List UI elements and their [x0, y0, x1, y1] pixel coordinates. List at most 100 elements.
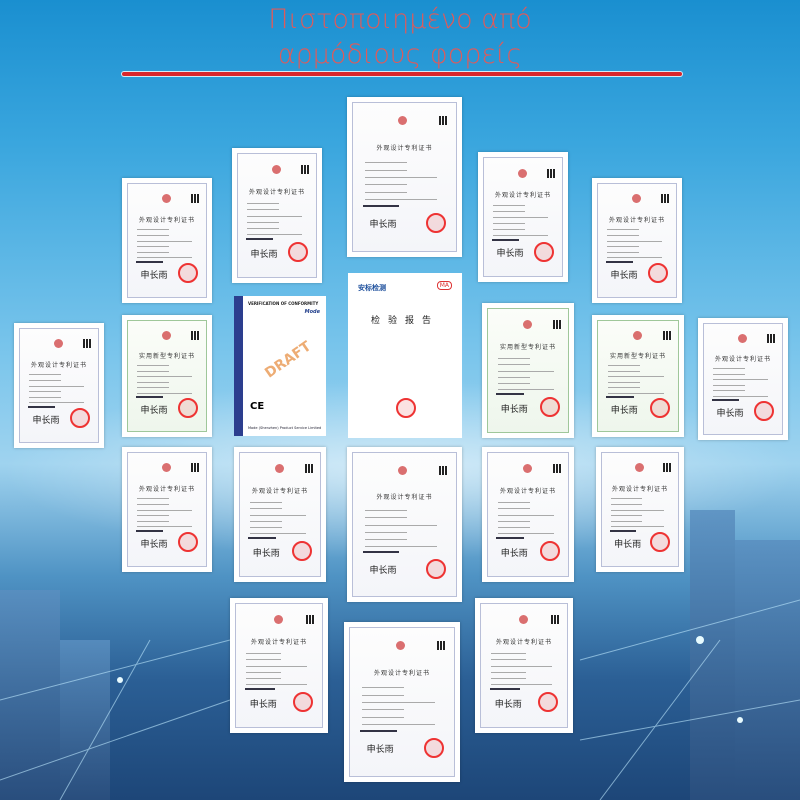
text-line	[493, 205, 525, 207]
qr-code-icon	[306, 615, 316, 625]
text-line	[713, 384, 745, 386]
patent-office-logo-icon	[162, 194, 172, 204]
certificate-title: 外观设计专利证书	[251, 488, 308, 496]
barcode	[711, 399, 740, 401]
text-line	[137, 376, 192, 377]
signature: 申长雨	[32, 416, 60, 427]
barcode	[605, 261, 634, 264]
text-line	[362, 687, 405, 689]
certificate-title: 实用新型专利证书	[138, 352, 195, 360]
certificate-frame: 外观设计专利证书 申长雨	[483, 157, 563, 277]
text-line	[137, 515, 169, 517]
lab-logo: 安标检测	[358, 284, 386, 292]
patent-office-logo-icon	[162, 330, 172, 340]
design-patent-certificate: 外观设计专利证书 申长雨	[234, 447, 326, 582]
qr-code-icon	[546, 168, 556, 178]
design-patent-certificate: 外观设计专利证书 申长雨	[478, 152, 568, 282]
red-seal-icon	[540, 397, 560, 418]
certificate-frame: 外观设计专利证书 申长雨	[601, 452, 679, 567]
text-line	[607, 257, 662, 259]
red-seal-icon	[396, 398, 417, 418]
text-line	[497, 502, 530, 504]
certificate-frame: 实用新型专利证书 申长雨	[597, 320, 679, 432]
barcode	[135, 261, 164, 264]
text-line	[247, 209, 279, 211]
text-line	[491, 659, 526, 661]
signature: 申长雨	[252, 548, 280, 559]
text-line	[491, 653, 526, 655]
text-line	[246, 665, 307, 667]
certificate-title: 外观设计专利证书	[608, 216, 665, 224]
qr-code-icon	[438, 465, 448, 475]
text-line	[249, 514, 306, 516]
text-line	[607, 234, 639, 236]
certificate-frame: 外观设计专利证书 申长雨	[237, 153, 317, 278]
patent-office-logo-icon	[273, 615, 283, 625]
text-line	[491, 671, 526, 673]
text-line	[137, 251, 169, 253]
patent-office-logo-icon	[395, 641, 405, 651]
text-line	[611, 498, 642, 500]
certificate-frame: 外观设计专利证书 申长雨	[235, 603, 323, 728]
utility-patent-certificate: 实用新型专利证书 申长雨	[482, 303, 574, 438]
design-patent-certificate: 外观设计专利证书 申长雨	[14, 323, 104, 448]
red-seal-icon	[288, 242, 309, 263]
barcode	[27, 406, 56, 409]
barcode	[360, 729, 397, 732]
text-line	[137, 498, 169, 500]
page-title: Πιστοποιημένο από αρμόδιους φορείς	[0, 2, 800, 72]
barcode	[496, 537, 524, 540]
text-line	[607, 392, 664, 394]
qr-code-icon	[304, 464, 314, 474]
text-line	[137, 370, 169, 372]
red-seal-icon	[178, 532, 199, 553]
barcode	[606, 396, 634, 398]
text-line	[137, 387, 169, 388]
patent-office-logo-icon	[738, 333, 748, 343]
text-line	[362, 709, 405, 711]
certificate-title: 外观设计专利证书	[248, 189, 305, 197]
signature: 申长雨	[140, 405, 168, 416]
certificate-title: 外观设计专利证书	[714, 355, 771, 363]
text-line	[497, 376, 530, 378]
patent-office-logo-icon	[398, 465, 408, 475]
draft-watermark: DRAFT	[262, 338, 315, 382]
certificate-title: 外观设计专利证书	[250, 639, 307, 647]
title-underline	[122, 72, 682, 76]
certificate-title: 外观设计专利证书	[499, 488, 556, 496]
certificate-frame: 外观设计专利证书 申长雨	[349, 627, 455, 777]
text-line	[497, 520, 530, 522]
text-line	[491, 683, 552, 685]
text-line	[246, 653, 281, 655]
qr-code-icon	[82, 339, 92, 349]
signature: 申长雨	[369, 220, 397, 231]
text-line	[497, 508, 530, 510]
signature: 申长雨	[369, 565, 397, 576]
brand-logo: Mode	[304, 309, 320, 315]
patent-office-logo-icon	[523, 320, 533, 330]
text-line	[246, 677, 281, 679]
text-line	[29, 396, 61, 398]
qr-code-icon	[438, 116, 448, 126]
patent-office-logo-icon	[635, 463, 645, 473]
text-line	[607, 370, 640, 372]
ma-badge: MA	[436, 281, 452, 290]
red-seal-icon	[538, 692, 559, 713]
design-patent-certificate: 外观设计专利证书 申长雨	[482, 447, 574, 582]
text-line	[713, 390, 745, 391]
title-line-2: αρμόδιους φορείς	[277, 39, 523, 70]
signature: 申长雨	[140, 540, 168, 551]
text-line	[497, 526, 530, 528]
patent-office-logo-icon	[633, 330, 643, 340]
signature: 申长雨	[494, 699, 522, 710]
certificate-frame: 外观设计专利证书 申长雨	[487, 452, 569, 577]
red-seal-icon	[292, 541, 312, 562]
text-line	[607, 246, 639, 248]
text-line	[491, 677, 526, 679]
certificate-frame: 外观设计专利证书 申长雨	[480, 603, 568, 728]
design-patent-certificate: 外观设计专利证书 申长雨	[475, 598, 573, 733]
text-line	[365, 510, 407, 512]
signature: 申长雨	[250, 249, 278, 260]
inspection-report: 安标检测 MA 检验报告	[348, 273, 462, 438]
verification-of-conformity-certificate: VERIFICATION OF CONFORMITY Mode DRAFT CE…	[234, 296, 326, 436]
